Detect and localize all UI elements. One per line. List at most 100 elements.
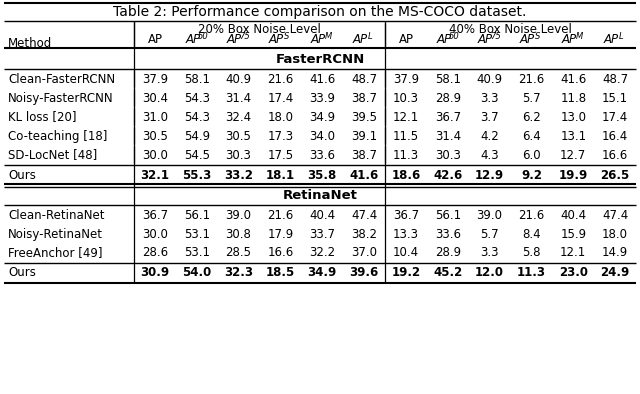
Text: 30.3: 30.3 [226,149,252,162]
Text: 53.1: 53.1 [184,247,210,260]
Text: 34.0: 34.0 [309,130,335,143]
Text: 54.3: 54.3 [184,91,210,104]
Text: 38.2: 38.2 [351,227,377,240]
Text: 39.0: 39.0 [225,208,252,221]
Text: 15.1: 15.1 [602,91,628,104]
Text: 54.5: 54.5 [184,149,210,162]
Text: 23.0: 23.0 [559,266,588,279]
Text: 47.4: 47.4 [602,208,628,221]
Text: 34.9: 34.9 [309,110,335,123]
Text: 32.1: 32.1 [140,169,170,182]
Text: 10.4: 10.4 [393,247,419,260]
Text: 3.3: 3.3 [481,247,499,260]
Text: 17.5: 17.5 [268,149,294,162]
Text: 36.7: 36.7 [435,110,461,123]
Text: SD-LocNet [48]: SD-LocNet [48] [8,149,97,162]
Text: 31.4: 31.4 [435,130,461,143]
Text: 6.2: 6.2 [522,110,541,123]
Text: 40.4: 40.4 [560,208,586,221]
Text: 41.6: 41.6 [349,169,379,182]
Text: Clean-FasterRCNN: Clean-FasterRCNN [8,72,115,85]
Text: 37.9: 37.9 [393,72,419,85]
Text: 33.9: 33.9 [309,91,335,104]
Text: M: M [324,32,332,41]
Text: 40.9: 40.9 [477,72,502,85]
Text: 21.6: 21.6 [518,72,545,85]
Text: 12.1: 12.1 [393,110,419,123]
Text: 28.6: 28.6 [142,247,168,260]
Text: 11.3: 11.3 [517,266,546,279]
Text: AP: AP [604,32,619,45]
Text: 30.0: 30.0 [142,149,168,162]
Text: 75: 75 [239,32,250,41]
Text: 40.9: 40.9 [225,72,252,85]
Text: 32.4: 32.4 [225,110,252,123]
Text: KL loss [20]: KL loss [20] [8,110,77,123]
Text: 54.0: 54.0 [182,266,211,279]
Text: 58.1: 58.1 [435,72,461,85]
Text: 20% Box Noise Level: 20% Box Noise Level [198,22,321,35]
Text: 39.5: 39.5 [351,110,377,123]
Text: 16.4: 16.4 [602,130,628,143]
Text: 21.6: 21.6 [268,72,294,85]
Text: 17.3: 17.3 [268,130,294,143]
Text: 18.6: 18.6 [391,169,420,182]
Text: 40.4: 40.4 [309,208,335,221]
Text: 5.8: 5.8 [522,247,541,260]
Text: 30.5: 30.5 [142,130,168,143]
Text: AP: AP [227,32,242,45]
Text: 32.2: 32.2 [309,247,335,260]
Text: 38.7: 38.7 [351,149,377,162]
Text: 12.7: 12.7 [560,149,586,162]
Text: 47.4: 47.4 [351,208,377,221]
Text: 8.4: 8.4 [522,227,541,240]
Text: 55.3: 55.3 [182,169,211,182]
Text: 5.7: 5.7 [480,227,499,240]
Text: 34.9: 34.9 [308,266,337,279]
Text: 39.0: 39.0 [477,208,502,221]
Text: 15.9: 15.9 [560,227,586,240]
Text: 30.5: 30.5 [226,130,252,143]
Text: Ours: Ours [8,266,36,279]
Text: 31.0: 31.0 [142,110,168,123]
Text: 21.6: 21.6 [518,208,545,221]
Text: 17.9: 17.9 [268,227,294,240]
Text: 50: 50 [449,32,459,41]
Text: 37.9: 37.9 [142,72,168,85]
Text: 16.6: 16.6 [602,149,628,162]
Text: 30.3: 30.3 [435,149,461,162]
Text: 31.4: 31.4 [225,91,252,104]
Text: Ours: Ours [8,169,36,182]
Text: FreeAnchor [49]: FreeAnchor [49] [8,247,102,260]
Text: S: S [535,32,540,41]
Text: 10.3: 10.3 [393,91,419,104]
Text: 17.4: 17.4 [268,91,294,104]
Text: 75: 75 [490,32,501,41]
Text: 3.3: 3.3 [481,91,499,104]
Text: 18.0: 18.0 [602,227,628,240]
Text: 40% Box Noise Level: 40% Box Noise Level [449,22,572,35]
Text: 18.1: 18.1 [266,169,295,182]
Text: 16.6: 16.6 [268,247,294,260]
Text: 6.0: 6.0 [522,149,541,162]
Text: 45.2: 45.2 [433,266,462,279]
Text: L: L [619,32,623,41]
Text: 54.9: 54.9 [184,130,210,143]
Text: AP: AP [520,32,535,45]
Text: 19.2: 19.2 [391,266,420,279]
Text: AP: AP [399,32,413,45]
Text: 6.4: 6.4 [522,130,541,143]
Text: 28.9: 28.9 [435,91,461,104]
Text: 53.1: 53.1 [184,227,210,240]
Text: 42.6: 42.6 [433,169,462,182]
Text: 28.5: 28.5 [225,247,252,260]
Text: 11.3: 11.3 [393,149,419,162]
Text: 54.3: 54.3 [184,110,210,123]
Text: S: S [284,32,289,41]
Text: 11.8: 11.8 [560,91,586,104]
Text: 33.7: 33.7 [309,227,335,240]
Text: 28.9: 28.9 [435,247,461,260]
Text: 35.8: 35.8 [308,169,337,182]
Text: AP: AP [436,32,451,45]
Text: FasterRCNN: FasterRCNN [275,52,365,65]
